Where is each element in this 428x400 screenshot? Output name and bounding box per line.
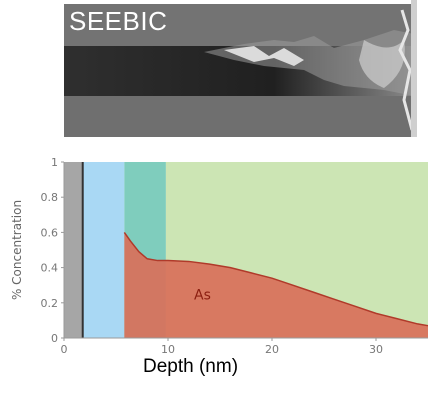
x-tick-label-0: 0 <box>61 343 68 356</box>
x-axis-title: Depth (nm) <box>143 356 239 377</box>
series-label-as: As <box>194 287 211 303</box>
region-band-0 <box>64 162 83 338</box>
sem-image <box>64 0 428 137</box>
x-tick-label-2: 20 <box>265 343 279 356</box>
y-tick-label-1: 0.2 <box>41 297 59 310</box>
region-band-1 <box>82 162 125 338</box>
sem-label: SEEBIC <box>69 6 168 36</box>
y-tick-label-2: 0.4 <box>41 262 59 275</box>
x-tick-label-1: 10 <box>161 343 175 356</box>
series-line-as <box>123 231 428 327</box>
axes: 00.20.40.60.810 10 20 30% Concentration <box>10 156 428 356</box>
y-tick-label-3: 0.6 <box>41 226 59 239</box>
y-axis-label: % Concentration <box>10 200 24 300</box>
y-tick-label-5: 1 <box>51 156 58 169</box>
chart-svg: As 00.20.40.60.810 10 20 30% Concentration <box>10 156 428 356</box>
series-area-as <box>124 232 428 338</box>
x-tick-label-3: 30 <box>369 343 383 356</box>
y-tick-label-0: 0 <box>51 332 58 345</box>
y-tick-label-4: 0.8 <box>41 191 59 204</box>
sem-image-panel: SEEBIC <box>64 0 428 137</box>
concentration-chart: As 0 0.2 0.4 0.6 0.8 1 0 10 20 30% Concentration … <box>0 150 428 400</box>
series-areas: As <box>123 231 428 338</box>
